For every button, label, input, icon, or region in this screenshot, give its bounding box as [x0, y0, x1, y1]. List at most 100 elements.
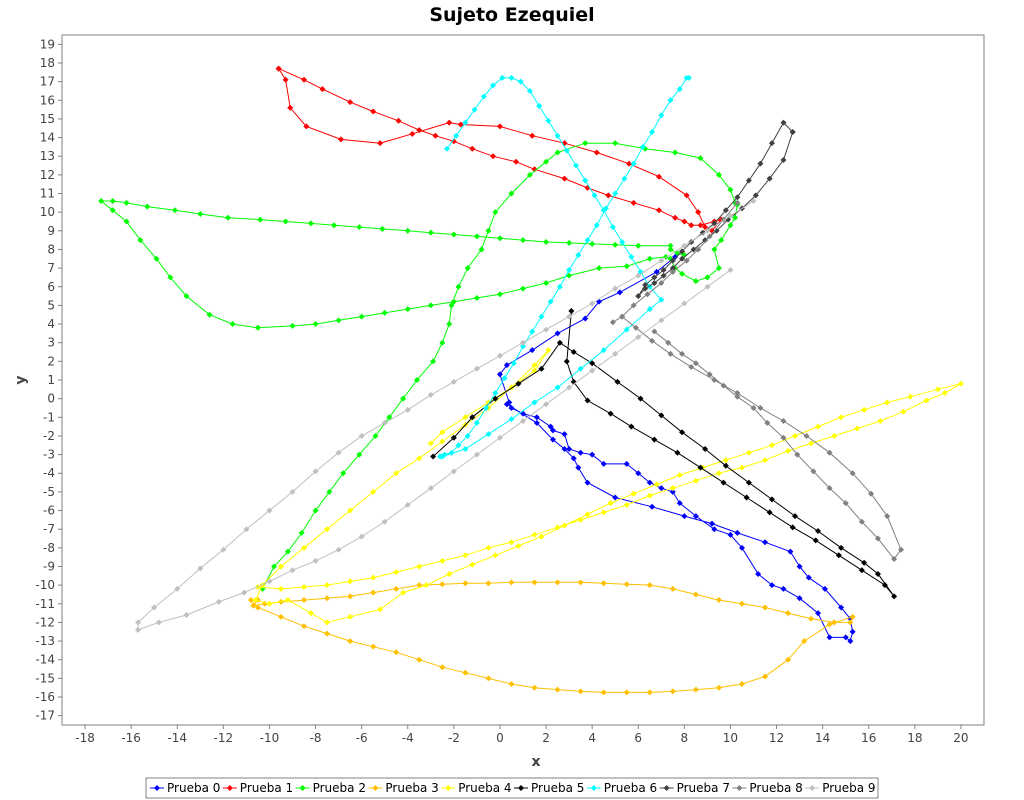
data-point	[473, 419, 480, 426]
data-point	[789, 524, 796, 531]
legend: Prueba 0 Prueba 1 Prueba 2 Prueba 3 Prueba 4…	[145, 777, 879, 799]
data-point	[485, 544, 492, 551]
data-point	[810, 468, 817, 475]
data-point	[324, 595, 331, 602]
data-point	[549, 436, 556, 443]
data-point	[623, 263, 630, 270]
data-point	[649, 503, 656, 510]
data-point	[531, 579, 538, 586]
data-point	[439, 438, 446, 445]
y-tick-label: -13	[35, 634, 55, 648]
data-point	[520, 339, 526, 346]
data-point	[416, 563, 423, 570]
data-point	[538, 313, 545, 320]
data-point	[584, 397, 591, 404]
y-tick-label: 17	[40, 75, 55, 89]
y-tick-label: 18	[40, 56, 55, 70]
data-point	[655, 207, 662, 214]
data-point	[347, 578, 354, 585]
data-point	[941, 390, 948, 397]
series-line	[99, 142, 738, 590]
legend-item: Prueba 7	[659, 781, 730, 795]
data-point	[794, 451, 801, 458]
data-point	[621, 175, 628, 182]
data-point	[690, 246, 697, 253]
data-point	[174, 585, 181, 592]
data-point	[639, 143, 646, 150]
data-point	[745, 177, 752, 184]
data-point	[545, 117, 552, 124]
data-point	[289, 488, 296, 495]
data-point	[683, 192, 690, 199]
data-point	[692, 591, 699, 598]
series-line	[137, 200, 754, 631]
legend-swatch-marker	[590, 785, 597, 791]
data-point	[171, 207, 178, 214]
data-point	[575, 252, 582, 259]
data-point	[508, 416, 515, 423]
y-tick-label: -14	[35, 653, 55, 667]
data-point	[891, 556, 898, 563]
data-point	[563, 358, 570, 365]
legend-label: Prueba 5	[531, 781, 584, 795]
data-point	[612, 140, 619, 147]
data-point	[681, 300, 688, 307]
data-point	[439, 429, 446, 436]
data-point	[98, 197, 105, 204]
data-point	[715, 470, 722, 477]
y-tick-label: -10	[35, 578, 55, 592]
data-point	[358, 533, 365, 540]
data-point	[529, 347, 536, 354]
data-point	[722, 462, 729, 469]
data-point	[448, 449, 455, 456]
data-point	[667, 242, 674, 249]
y-tick-label: -3	[43, 448, 55, 462]
plot-area	[61, 34, 985, 726]
legend-label: Prueba 1	[240, 781, 293, 795]
x-tick-label: 18	[907, 731, 922, 745]
data-point	[547, 298, 554, 305]
data-point	[531, 362, 538, 369]
data-point	[720, 382, 727, 389]
data-point	[123, 199, 130, 206]
data-point	[282, 76, 289, 83]
legend-label: Prueba 6	[604, 781, 657, 795]
data-point	[570, 455, 577, 462]
data-point	[485, 580, 492, 587]
data-point	[695, 246, 702, 253]
data-point	[439, 664, 446, 671]
data-point	[727, 266, 734, 273]
data-point	[655, 173, 662, 180]
data-point	[324, 526, 331, 533]
data-point	[658, 412, 665, 419]
y-tick-label: 10	[40, 205, 55, 219]
data-point	[849, 613, 856, 620]
data-point	[404, 501, 411, 508]
data-point	[669, 688, 676, 695]
x-tick-label: 0	[496, 731, 504, 745]
data-point	[658, 257, 665, 264]
data-point	[609, 319, 616, 326]
data-point	[738, 680, 745, 687]
data-point	[632, 324, 639, 331]
data-point	[722, 207, 729, 214]
data-point	[826, 449, 833, 456]
data-point	[448, 302, 455, 309]
data-point	[155, 619, 162, 626]
data-point	[616, 289, 623, 296]
data-point	[628, 253, 635, 260]
series-layer	[98, 65, 964, 696]
data-point	[646, 479, 653, 486]
data-point	[861, 406, 868, 413]
x-tick-label: 20	[953, 731, 968, 745]
data-point	[722, 457, 729, 464]
data-point	[826, 634, 833, 641]
data-point	[667, 246, 674, 253]
legend-item: Prueba 9	[805, 781, 876, 795]
data-point	[469, 561, 476, 568]
data-point	[738, 544, 745, 551]
data-point	[554, 149, 561, 156]
data-point	[612, 190, 619, 197]
y-tick-label: 2	[47, 354, 55, 368]
data-point	[462, 580, 469, 587]
